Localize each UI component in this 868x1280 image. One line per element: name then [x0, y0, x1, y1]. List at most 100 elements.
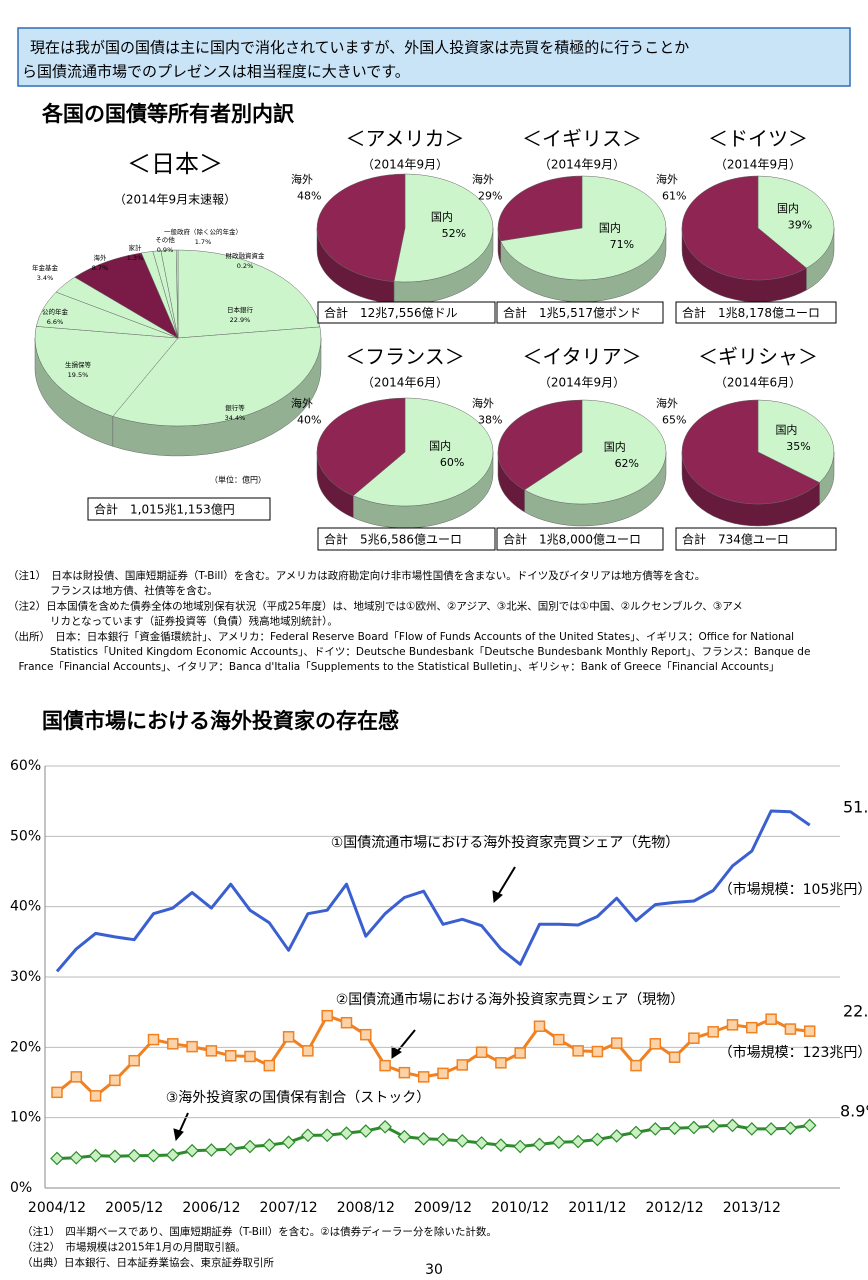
slice-label: 海外 [291, 396, 313, 410]
point-marker [746, 1021, 758, 1034]
point-marker [167, 1038, 179, 1050]
pie-slice [177, 249, 321, 339]
note-line: Statistics「United Kingdom Economic Accou… [8, 646, 810, 658]
slice-label: 海外 [291, 172, 313, 186]
pie-title: ＜イタリア＞ [522, 345, 641, 369]
point-marker [687, 1120, 701, 1135]
section-title: 国債市場における海外投資家の存在感 [42, 709, 399, 733]
pie-subtitle: （2014年6月） [715, 376, 801, 390]
point-marker [803, 1025, 816, 1037]
x-tick-label: 2009/12 [414, 1200, 472, 1216]
point-marker [610, 1037, 623, 1049]
header-box [17, 27, 851, 87]
slice-label: 海外 [472, 172, 494, 186]
point-marker [725, 1118, 740, 1133]
slice-value-label: 39% [788, 218, 812, 231]
slice-label: 海外 [472, 396, 494, 410]
point-marker [744, 1122, 759, 1136]
point-marker [571, 1134, 585, 1149]
pie-slice [316, 173, 406, 282]
slice-value-label: 8.7% [92, 264, 109, 272]
header-line: ら国債流通市場でのプレゼンスは相当程度に大きいです。 [22, 63, 410, 81]
slice-label: 国内 [775, 423, 797, 437]
slice-label: 海外 [94, 253, 108, 262]
pie-title: ＜ギリシャ＞ [698, 345, 818, 369]
point-marker [321, 1009, 333, 1022]
point-marker [360, 1028, 372, 1041]
x-tick-label: 2012/12 [646, 1200, 704, 1216]
total-box [317, 527, 496, 551]
pie-slice [352, 397, 494, 507]
note-line: リカとなっています（証券投資等（負債）残高地域別統計）。 [8, 615, 338, 628]
slice-label: 国内 [429, 439, 451, 453]
pie-chart: ＜アメリカ＞ （2014年9月） 国内 52% 海外 48% 合計 12兆7,556億ドル [291, 127, 496, 324]
point-marker [379, 1059, 391, 1072]
pie-slice [757, 399, 835, 483]
point-marker [532, 1137, 547, 1152]
end-value-label: 22.3% [843, 1002, 868, 1021]
point-marker [494, 1138, 508, 1152]
pie-subtitle: （2014年9月） [362, 158, 448, 172]
total-box [675, 527, 837, 551]
slice-label: 国内 [604, 440, 626, 454]
point-marker [128, 1054, 140, 1067]
x-tick-label: 2006/12 [182, 1200, 240, 1216]
point-marker [301, 1128, 315, 1143]
point-marker [185, 1143, 199, 1158]
point-marker [50, 1151, 64, 1166]
pie-slice [393, 173, 494, 283]
pie-chart: ＜ドイツ＞ （2014年9月） 国内 39% 海外 61% 合計 1兆8,178億ユーロ [656, 127, 837, 324]
point-marker [416, 1131, 431, 1146]
pie-subtitle: （2014年9月） [539, 376, 625, 390]
pie-total: 合計 734億ユーロ [682, 532, 789, 547]
point-marker [127, 1148, 142, 1163]
point-marker [514, 1047, 526, 1059]
slice-value-label: 52% [442, 227, 466, 240]
pie-slice [316, 397, 406, 496]
slice-value-label: 60% [440, 456, 464, 469]
point-marker [302, 1045, 314, 1057]
point-marker [70, 1071, 83, 1083]
pie-total: 合計 12兆7,556億ドル [324, 305, 458, 320]
point-marker [204, 1143, 219, 1157]
series-label: ②国債流通市場における海外投資家売買シェア（現物） [336, 991, 685, 1008]
slice-value-label: 62% [615, 457, 639, 470]
slice-label: その他 [155, 235, 175, 244]
slice-label: 銀行等 [225, 403, 245, 412]
point-marker [802, 1118, 817, 1133]
page-number: 30 [425, 1262, 443, 1278]
line-chart: 0% 10% 20% 30% 40% 50% 60% 2004/12 2005/12 2006/1… [10, 758, 868, 1216]
point-marker [649, 1038, 662, 1050]
slice-label: 海外 [656, 396, 678, 410]
point-marker [707, 1026, 719, 1038]
pie-chart: ＜イギリス＞ （2014年9月） 国内 71% 海外 29% 合計 1兆5,517億ポンド [472, 127, 667, 324]
pie-slice [681, 399, 820, 505]
x-tick-label: 2007/12 [260, 1200, 318, 1216]
y-tick-label: 30% [10, 969, 41, 985]
point-marker [667, 1121, 682, 1136]
series-label: ③海外投資家の国債保有割合（ストック） [166, 1089, 431, 1106]
y-tick-label: 40% [10, 899, 41, 915]
total-box [87, 497, 271, 521]
point-marker [764, 1122, 778, 1136]
slice-label: 日本銀行 [227, 305, 254, 314]
point-marker [282, 1031, 295, 1043]
y-tick-label: 10% [10, 1110, 41, 1126]
slice-label: 財政融資資金 [226, 251, 266, 260]
point-marker [629, 1125, 643, 1140]
slice-value-label: 38% [478, 414, 502, 427]
slice-value-label: 19.5% [68, 371, 89, 379]
x-tick-label: 2013/12 [723, 1200, 781, 1216]
pie-slice [681, 175, 807, 281]
slice-label: 国内 [777, 201, 799, 215]
point-marker [668, 1051, 681, 1063]
pie-subtitle: （2014年9月） [715, 158, 801, 172]
point-marker [244, 1050, 256, 1063]
slice-value-label: 1.7% [195, 238, 212, 246]
point-marker [281, 1135, 296, 1150]
slice-label: 年金基金 [32, 263, 59, 272]
slice-value-label: 61% [662, 190, 686, 203]
pie-slice [757, 175, 835, 269]
point-marker [533, 1020, 546, 1032]
